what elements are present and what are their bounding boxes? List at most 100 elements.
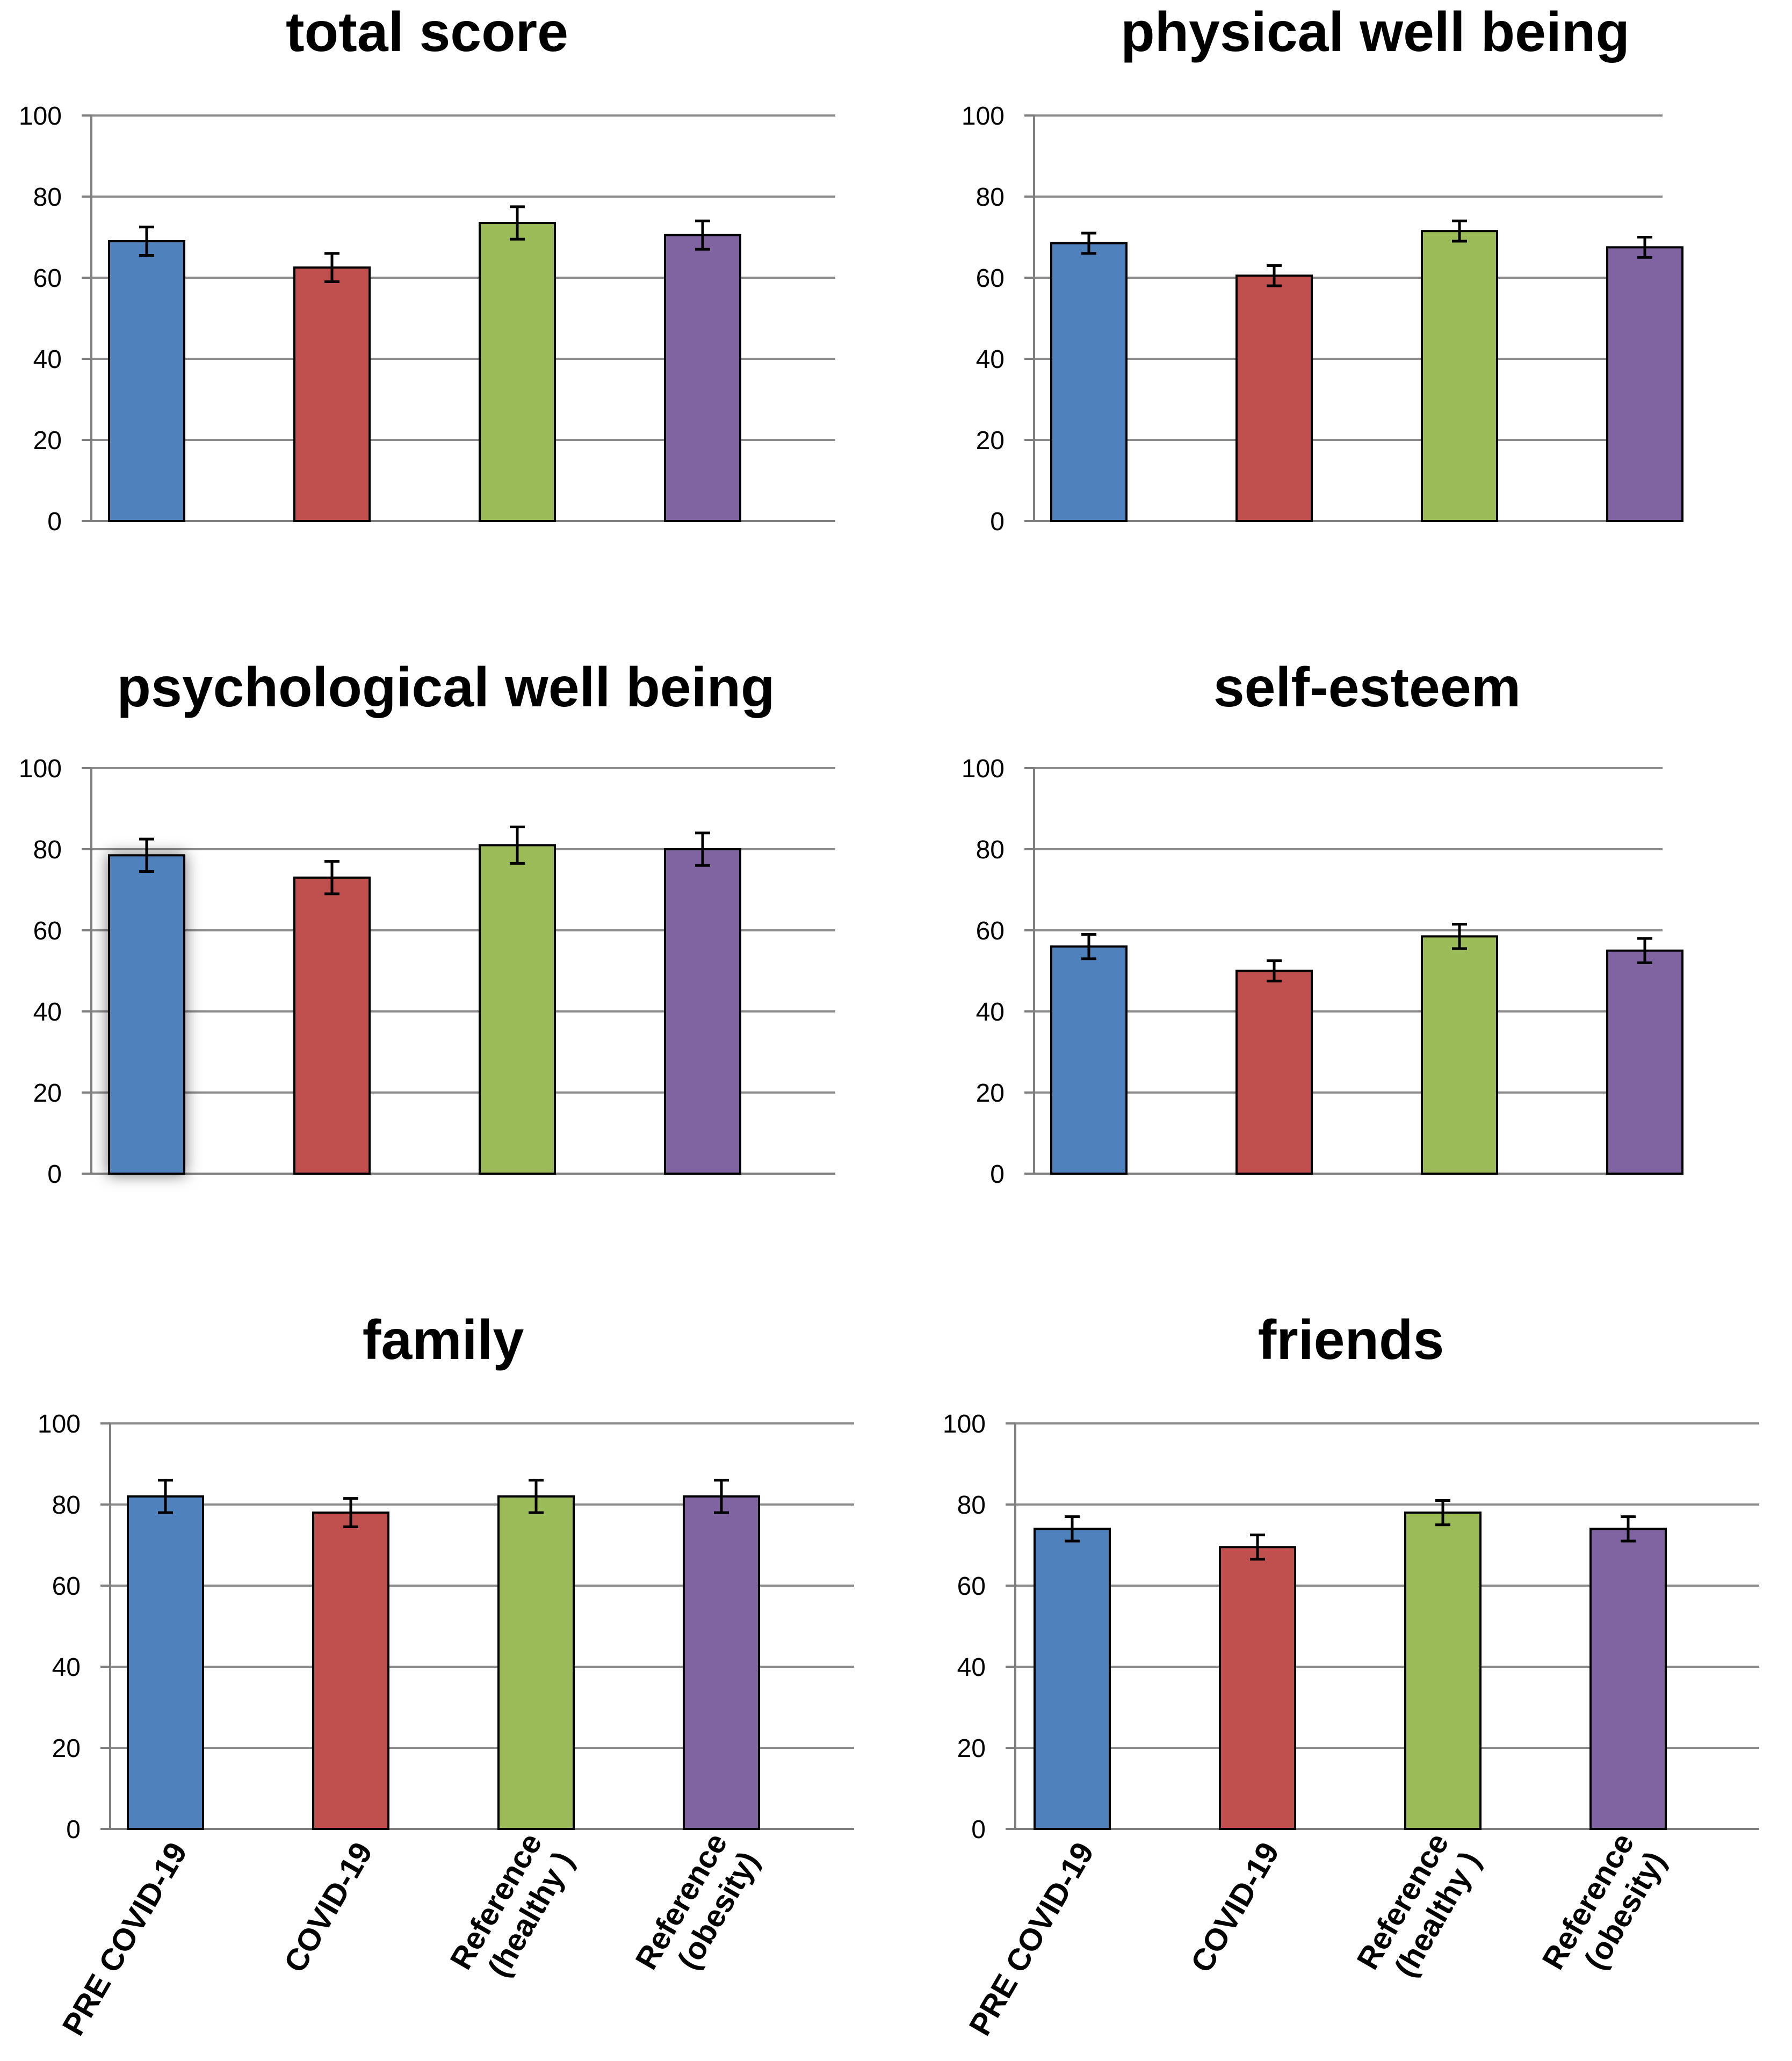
y-tick-label-0: 0 (990, 508, 1005, 536)
bar-covid-19 (1219, 1546, 1296, 1830)
error-bar-reference-healthy (1435, 1499, 1450, 1527)
bar-pre-covid-19 (108, 854, 185, 1175)
y-tick-label-80: 80 (33, 183, 62, 212)
error-bar-pre-covid-19 (139, 226, 154, 257)
x-tick-label-reference-healthy: Reference(healthy ) (1350, 1827, 1487, 1993)
x-tick-label-covid-19: COVID-19 (277, 1836, 379, 1978)
bar-pre-covid-19 (1034, 1528, 1111, 1831)
x-tick-label-pre-covid-19: PRE COVID-19 (56, 1836, 194, 2041)
bar-reference-obesity (683, 1495, 760, 1830)
bar-covid-19 (293, 876, 371, 1175)
error-bar-reference-obesity (1621, 1515, 1636, 1543)
error-bar-covid-19 (343, 1497, 358, 1529)
panel-title-friends: friends (1258, 1309, 1444, 1371)
x-tick-label-reference-obesity: Reference(obesity) (628, 1827, 765, 1993)
bar-reference-healthy (1421, 230, 1498, 522)
y-tick-label-20: 20 (33, 1079, 62, 1108)
y-tick-label-40: 40 (52, 1653, 81, 1682)
bar-pre-covid-19 (127, 1495, 204, 1830)
y-tick-label-100: 100 (38, 1410, 81, 1438)
x-tick-label-covid-19: COVID-19 (1184, 1836, 1286, 1978)
bar-pre-covid-19 (1050, 945, 1128, 1175)
y-tick-label-40: 40 (33, 998, 62, 1026)
bar-reference-healthy (479, 222, 556, 522)
y-tick-label-20: 20 (52, 1734, 81, 1763)
y-tick-label-40: 40 (33, 345, 62, 374)
error-bar-pre-covid-19 (1081, 933, 1096, 960)
error-bar-reference-obesity (695, 219, 710, 251)
error-bar-covid-19 (1267, 959, 1282, 982)
x-tick-label-line: PRE COVID-19 (963, 1836, 1101, 2041)
y-tick-label-0: 0 (47, 508, 62, 536)
panel-self-esteem: self-esteem 0 20 40 60 80 100 (962, 656, 1683, 1189)
panel-psychological-well-being: psychological well being 0 20 40 60 80 100 (19, 656, 835, 1189)
y-tick-label-20: 20 (976, 426, 1005, 455)
x-tick-label-line: COVID-19 (277, 1836, 379, 1978)
bar-reference-healthy (1404, 1512, 1482, 1831)
error-bar-covid-19 (324, 252, 339, 284)
bar-reference-obesity (1589, 1528, 1667, 1831)
x-tick-label-pre-covid-19: PRE COVID-19 (963, 1836, 1101, 2041)
x-tick-label-reference-healthy: Reference(healthy ) (443, 1827, 580, 1993)
y-tick-label-60: 60 (976, 917, 1005, 945)
y-tick-label-100: 100 (943, 1410, 986, 1438)
y-tick-label-20: 20 (957, 1734, 986, 1763)
error-bar-pre-covid-19 (1065, 1515, 1080, 1543)
error-bar-covid-19 (324, 860, 339, 895)
bar-covid-19 (312, 1512, 389, 1831)
y-tick-label-0: 0 (971, 1816, 986, 1844)
bar-reference-obesity (664, 234, 741, 523)
y-tick-label-60: 60 (33, 264, 62, 293)
y-tick-label-0: 0 (47, 1160, 62, 1189)
panel-title-family: family (363, 1309, 524, 1371)
error-bar-reference-healthy (1452, 219, 1467, 243)
bar-reference-healthy (479, 844, 556, 1175)
panel-title-total-score: total score (286, 1, 568, 63)
error-bar-reference-obesity (714, 1479, 729, 1514)
y-tick-label-80: 80 (976, 836, 1005, 864)
error-bar-pre-covid-19 (158, 1479, 173, 1514)
error-bar-reference-obesity (695, 831, 710, 867)
y-tick-label-0: 0 (66, 1816, 81, 1844)
bar-pre-covid-19 (108, 240, 185, 522)
error-bar-covid-19 (1267, 264, 1282, 287)
y-tick-label-80: 80 (957, 1491, 986, 1520)
panel-title-self-esteem: self-esteem (1213, 656, 1521, 719)
error-bar-reference-healthy (510, 825, 525, 865)
error-bar-reference-healthy (1452, 923, 1467, 950)
panel-title-physical-well-being: physical well being (1121, 1, 1630, 63)
panel-family: family 0 20 40 60 80 100 PRE COVID-19 COVID-19 Re… (38, 1309, 854, 2041)
y-tick-label-20: 20 (976, 1079, 1005, 1108)
y-tick-label-100: 100 (962, 755, 1005, 783)
bar-covid-19 (1235, 970, 1313, 1175)
bar-reference-healthy (1421, 935, 1498, 1175)
error-bar-reference-healthy (510, 205, 525, 241)
y-tick-label-80: 80 (33, 836, 62, 864)
y-tick-label-40: 40 (976, 345, 1005, 374)
y-tick-label-60: 60 (33, 917, 62, 945)
x-tick-label-reference-obesity: Reference(obesity) (1535, 1827, 1672, 1993)
bar-covid-19 (1235, 274, 1313, 522)
y-tick-label-60: 60 (957, 1572, 986, 1601)
x-tick-label-line: COVID-19 (1184, 1836, 1286, 1978)
y-tick-label-40: 40 (976, 998, 1005, 1026)
y-tick-label-100: 100 (962, 102, 1005, 131)
panel-physical-well-being: physical well being 0 20 40 60 80 100 (962, 1, 1683, 536)
y-tick-label-100: 100 (19, 755, 62, 783)
bar-reference-obesity (664, 848, 741, 1175)
error-bar-covid-19 (1250, 1534, 1265, 1561)
bar-reference-obesity (1606, 949, 1683, 1175)
error-bar-reference-obesity (1637, 937, 1652, 964)
error-bar-reference-obesity (1637, 236, 1652, 259)
y-tick-label-40: 40 (957, 1653, 986, 1682)
x-tick-label-line: PRE COVID-19 (56, 1836, 194, 2041)
panel-total-score: total score 0 20 40 60 80 100 (19, 1, 835, 536)
y-tick-label-60: 60 (976, 264, 1005, 293)
y-tick-label-100: 100 (19, 102, 62, 131)
error-bar-pre-covid-19 (1081, 232, 1096, 255)
y-tick-label-60: 60 (52, 1572, 81, 1601)
y-tick-label-0: 0 (990, 1160, 1005, 1189)
error-bar-reference-healthy (529, 1479, 544, 1514)
bar-pre-covid-19 (1050, 242, 1128, 522)
